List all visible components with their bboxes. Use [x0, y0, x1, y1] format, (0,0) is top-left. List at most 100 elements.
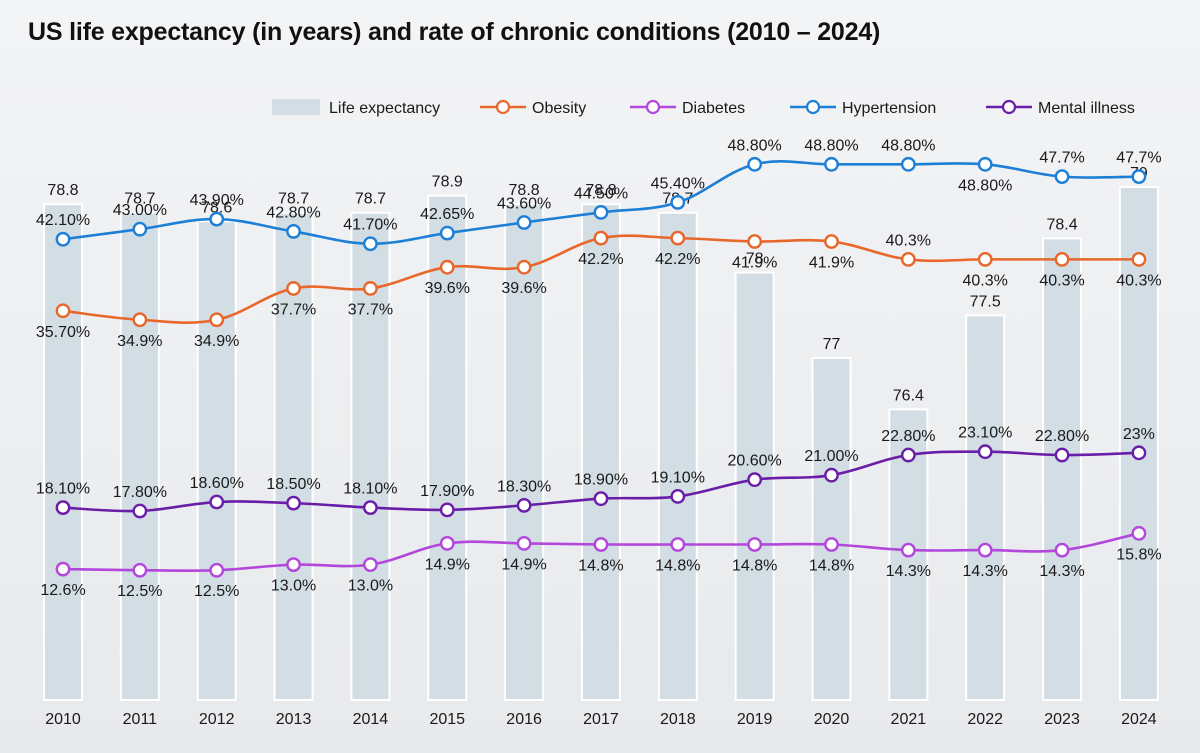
point-diabetes [1054, 542, 1070, 558]
x-tick-label: 2013 [276, 711, 312, 728]
point-obesity [670, 230, 686, 246]
bar-label: 78.8 [509, 182, 540, 199]
x-tick-label: 2018 [660, 711, 696, 728]
x-tick-label: 2016 [506, 711, 542, 728]
data-label-mental-illness: 19.10% [651, 469, 705, 486]
point-hypertension [670, 194, 686, 210]
bar-label: 78.7 [278, 191, 309, 208]
data-label-mental-illness: 18.50% [266, 476, 320, 493]
point-obesity [55, 303, 71, 319]
point-mental-illness [286, 495, 301, 511]
legend-label: Obesity [532, 100, 586, 117]
point-diabetes [824, 537, 839, 552]
data-label-obesity: 37.7% [348, 301, 393, 318]
legend-marker-diabetes [645, 99, 661, 115]
data-label-diabetes: 14.9% [425, 556, 470, 573]
point-mental-illness [516, 497, 532, 513]
data-label-hypertension: 45.40% [651, 175, 705, 192]
x-tick-label: 2023 [1044, 711, 1080, 728]
point-hypertension [55, 231, 71, 247]
data-label-diabetes: 14.8% [809, 558, 854, 575]
point-diabetes [1131, 525, 1147, 541]
x-tick-label: 2011 [123, 711, 158, 728]
point-obesity [286, 281, 301, 296]
x-tick-label: 2017 [583, 711, 619, 728]
x-tick-label: 2022 [967, 711, 1003, 728]
bar-life-expectancy [196, 220, 237, 702]
point-obesity [209, 312, 225, 328]
point-obesity [1054, 251, 1070, 267]
point-hypertension [593, 205, 609, 220]
bar-life-expectancy [1042, 237, 1083, 702]
data-label-mental-illness: 18.10% [343, 481, 397, 498]
x-tick-label: 2020 [814, 711, 850, 728]
data-label-mental-illness: 17.90% [420, 483, 474, 500]
point-hypertension [1131, 169, 1147, 185]
data-label-hypertension: 48.80% [728, 137, 782, 154]
legend-marker-mental-illness [1001, 99, 1017, 115]
data-label-hypertension: 44.50% [574, 185, 628, 202]
point-obesity [1131, 251, 1147, 267]
data-label-hypertension: 43.90% [190, 192, 244, 209]
bar-life-expectancy [119, 211, 160, 701]
data-label-obesity: 35.70% [36, 324, 90, 341]
data-label-obesity: 39.6% [501, 280, 546, 297]
point-obesity [439, 259, 455, 275]
data-label-obesity: 40.3% [1039, 272, 1084, 289]
data-label-hypertension: 41.70% [343, 217, 397, 234]
point-hypertension [286, 224, 301, 239]
bar-life-expectancy [273, 211, 314, 701]
point-mental-illness [439, 502, 455, 518]
data-label-diabetes: 15.8% [1116, 546, 1161, 563]
x-tick-label: 2021 [891, 711, 927, 728]
point-mental-illness [900, 447, 916, 463]
point-mental-illness [132, 503, 148, 519]
data-label-diabetes: 12.6% [40, 582, 85, 599]
data-label-mental-illness: 18.90% [574, 472, 628, 489]
data-label-mental-illness: 17.80% [113, 484, 167, 501]
data-label-mental-illness: 18.10% [36, 481, 90, 498]
point-hypertension [900, 156, 916, 172]
point-hypertension [516, 215, 532, 230]
point-hypertension [747, 156, 763, 172]
point-diabetes [55, 561, 71, 577]
x-tick-label: 2012 [199, 711, 235, 728]
bar-life-expectancy [1118, 186, 1159, 701]
data-label-diabetes: 12.5% [194, 583, 239, 600]
legend-marker-obesity [495, 99, 511, 115]
legend-label: Diabetes [682, 100, 745, 117]
bar-label: 78.8 [47, 182, 78, 199]
point-mental-illness [824, 467, 839, 483]
bar-label: 76.4 [893, 387, 924, 404]
data-label-obesity: 42.2% [578, 251, 623, 268]
data-label-diabetes: 14.3% [886, 563, 931, 580]
data-label-diabetes: 13.0% [348, 578, 393, 595]
data-label-diabetes: 14.9% [501, 556, 546, 573]
data-label-mental-illness: 22.80% [881, 428, 935, 445]
point-obesity [977, 251, 993, 267]
x-tick-label: 2015 [429, 711, 465, 728]
point-diabetes [593, 537, 609, 552]
point-mental-illness [747, 472, 763, 488]
data-label-obesity: 41.9% [809, 254, 854, 271]
x-tick-label: 2019 [737, 711, 773, 728]
point-hypertension [977, 156, 993, 172]
point-diabetes [516, 535, 532, 551]
data-label-mental-illness: 22.80% [1035, 428, 1089, 445]
point-mental-illness [670, 489, 686, 504]
data-label-hypertension: 43.60% [497, 195, 551, 212]
data-label-obesity: 34.9% [194, 333, 239, 350]
point-diabetes [900, 542, 916, 558]
data-label-hypertension: 48.80% [958, 177, 1012, 194]
data-label-obesity: 40.3% [1116, 272, 1161, 289]
bar-life-expectancy [504, 203, 545, 701]
bar-label: 77.5 [970, 293, 1001, 310]
bar-label: 78.7 [355, 191, 386, 208]
data-label-obesity: 39.6% [425, 280, 470, 297]
data-label-diabetes: 14.8% [578, 558, 623, 575]
point-mental-illness [1054, 447, 1070, 463]
bar-label: 77 [823, 336, 841, 353]
bar-label: 78.4 [1046, 216, 1077, 233]
data-label-obesity: 40.3% [886, 232, 931, 249]
point-mental-illness [977, 444, 993, 460]
